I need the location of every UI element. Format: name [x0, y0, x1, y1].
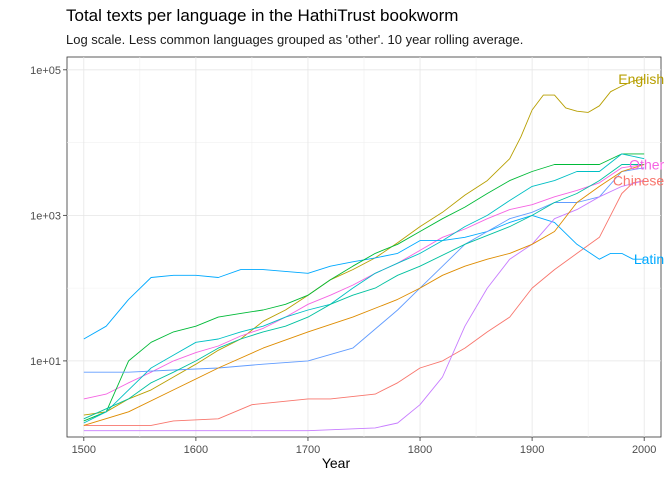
line-label-other: Other — [629, 156, 664, 172]
x-axis-label: Year — [321, 455, 351, 471]
chart-title: Total texts per language in the HathiTru… — [66, 6, 459, 25]
x-tick-label: 1500 — [72, 444, 96, 456]
grid — [67, 57, 661, 437]
series-line-language-10 — [83, 164, 645, 426]
x-axis: 1500 1600 1700 1800 1900 2000 — [72, 437, 656, 456]
series-line-language-8 — [83, 180, 645, 432]
y-tick-label: 1e+03 — [30, 210, 61, 222]
line-label-latin: Latin — [634, 251, 664, 267]
series-line-english — [83, 78, 645, 416]
series-line-chinese — [83, 180, 645, 426]
series-line-other — [83, 164, 645, 400]
y-tick-label: 1e+01 — [30, 356, 61, 368]
x-tick-label: 1700 — [296, 444, 320, 456]
x-tick-label: 1600 — [184, 444, 208, 456]
line-label-english: English — [618, 71, 664, 87]
x-tick-label: 1900 — [520, 444, 544, 456]
x-tick-label: 1800 — [408, 444, 432, 456]
y-axis: 1e+01 1e+03 1e+05 — [30, 65, 67, 368]
series-line-language-6 — [83, 153, 645, 424]
series-line-latin — [83, 214, 645, 340]
y-tick-label: 1e+05 — [30, 65, 61, 77]
series-lines — [83, 78, 645, 432]
x-tick-label: 2000 — [632, 444, 656, 456]
series-line-language-5 — [83, 153, 645, 422]
chart-subtitle: Log scale. Less common languages grouped… — [66, 32, 524, 47]
line-label-chinese: Chinese — [613, 173, 665, 189]
series-line-language-9 — [83, 164, 645, 420]
